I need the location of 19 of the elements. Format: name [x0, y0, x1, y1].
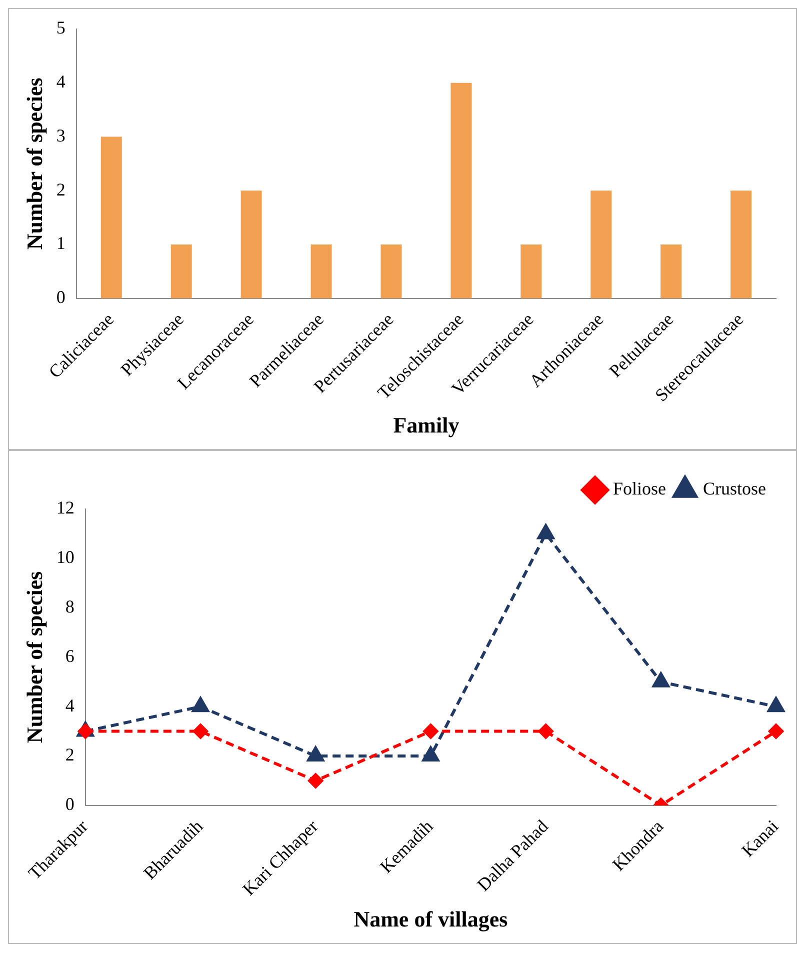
- y-tick-label: 2: [56, 179, 66, 200]
- y-tick-label: 8: [65, 596, 74, 617]
- y-tick-label: 4: [56, 72, 66, 92]
- y-tick-label: 0: [56, 287, 66, 308]
- x-axis-title: Name of villages: [354, 906, 508, 932]
- legend-label: Crustose: [703, 478, 766, 499]
- y-axis-title: Number of species: [22, 570, 47, 744]
- y-tick-label: 1: [56, 233, 66, 254]
- y-tick-label: 10: [56, 547, 74, 568]
- y-tick-label: 0: [65, 794, 74, 814]
- y-tick-label: 6: [65, 646, 74, 666]
- legend-label: Foliose: [612, 478, 666, 499]
- y-tick-label: 4: [65, 695, 74, 716]
- x-axis-title: Family: [393, 412, 460, 438]
- y-tick-label: 5: [56, 18, 66, 38]
- y-tick-label: 3: [56, 125, 66, 146]
- y-axis-title: Number of species: [22, 77, 47, 250]
- y-tick-label: 2: [65, 744, 74, 765]
- y-tick-label: 12: [56, 498, 74, 518]
